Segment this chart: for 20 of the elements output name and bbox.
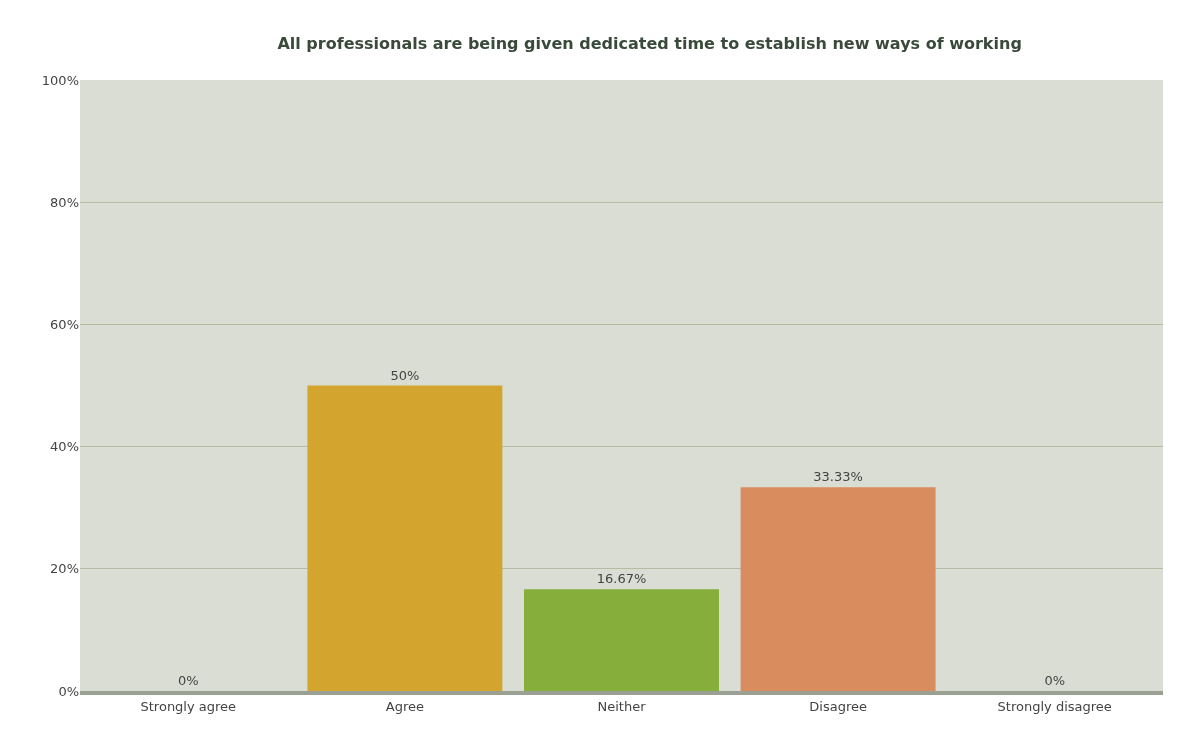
data-label: 16.67% xyxy=(596,571,647,587)
x-tick-label: Disagree xyxy=(809,698,867,714)
x-tick-label: Strongly agree xyxy=(140,698,237,714)
bar xyxy=(740,487,936,691)
y-tick-label: 0% xyxy=(58,683,79,699)
x-tick-label: Neither xyxy=(597,698,647,714)
y-tick-label: 40% xyxy=(50,439,79,455)
x-tick-label: Agree xyxy=(385,698,424,714)
bar xyxy=(307,385,503,691)
y-tick-label: 80% xyxy=(50,194,79,210)
data-label: 33.33% xyxy=(813,469,863,485)
x-tick-label: Strongly disagree xyxy=(997,698,1112,714)
data-label: 50% xyxy=(390,367,420,383)
y-tick-label: 20% xyxy=(50,561,79,577)
y-tick-label: 100% xyxy=(41,72,79,88)
bar xyxy=(524,589,719,691)
data-label: 0% xyxy=(177,673,199,688)
y-tick-label: 60% xyxy=(50,316,79,332)
data-label: 0% xyxy=(1044,673,1066,688)
chart-title: All professionals are being given dedicated time to establish new ways of working xyxy=(277,33,1022,53)
